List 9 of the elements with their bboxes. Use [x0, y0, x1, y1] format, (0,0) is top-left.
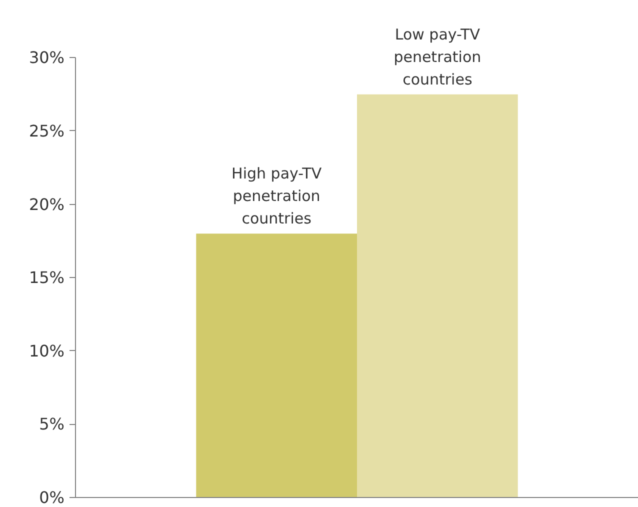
y-tick-label: 10% — [28, 341, 64, 360]
y-tick-label: 5% — [39, 414, 65, 434]
y-tick-label: 15% — [28, 268, 64, 288]
x-tick-label: High pay-TV penetration countries — [232, 164, 322, 228]
x-tick-label: Low pay-TV penetration countries — [394, 25, 482, 88]
y-tick-label: 30% — [28, 48, 64, 68]
y-tick-label: 20% — [28, 194, 64, 214]
y-tick-label: 0% — [39, 488, 65, 507]
y-tick-label: 25% — [28, 121, 64, 140]
